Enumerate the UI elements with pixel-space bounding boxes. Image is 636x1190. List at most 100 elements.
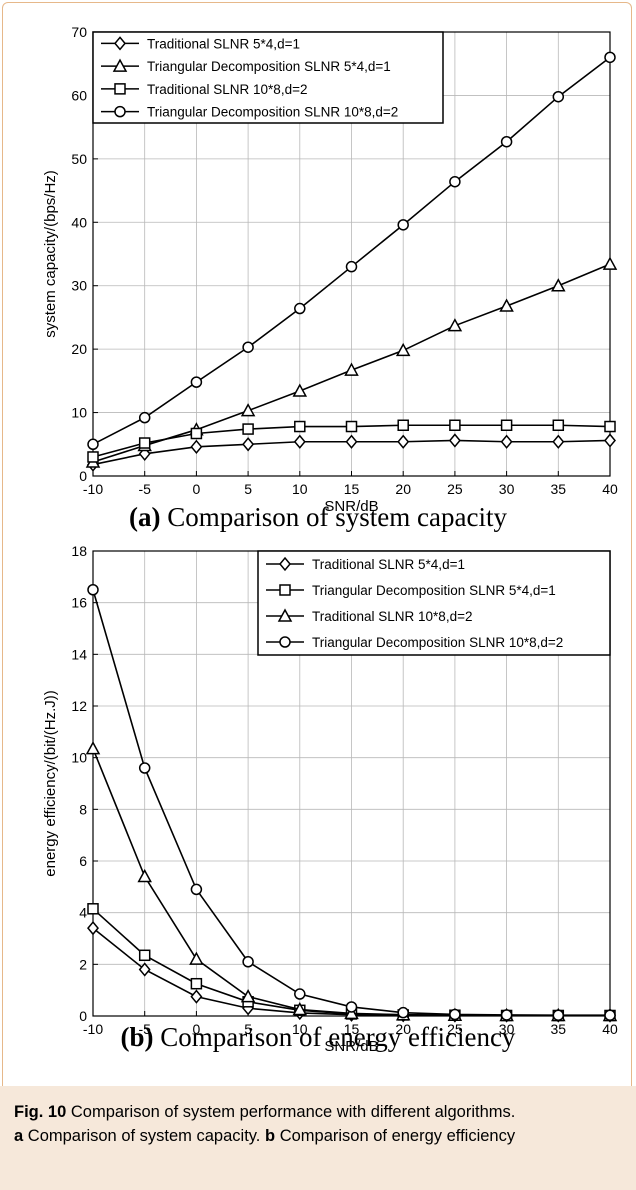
legend-marker: [114, 105, 126, 118]
x-ticks: -10 -5 0 5 10 15 20 25 30 35 40: [83, 471, 618, 497]
subcaption-b-text: Comparison of energy efficiency: [160, 1022, 516, 1052]
x-axis-label: SNR/dB: [324, 498, 378, 515]
data-point: [240, 403, 256, 417]
data-point: [552, 434, 565, 449]
y-tick-label: 20: [71, 341, 87, 357]
y-ticks: 0 10 20 30 40 50 60 70: [71, 24, 98, 484]
x-tick-label: 20: [395, 1021, 411, 1037]
data-point: [87, 584, 99, 596]
y-tick-label: 2: [79, 956, 87, 972]
x-tick-label: 5: [244, 481, 252, 497]
data-point: [500, 434, 513, 449]
x-tick-label: 25: [447, 1021, 463, 1037]
data-point: [242, 423, 254, 435]
data-point: [500, 135, 513, 148]
x-tick-label: 40: [602, 481, 618, 497]
subcaption-b: (b) Comparison of energy efficiency: [0, 1022, 636, 1053]
data-point: [499, 298, 514, 312]
legend: Traditional SLNR 5*4,d=1 Triangular Decom…: [92, 31, 444, 124]
data-point: [500, 419, 513, 432]
data-point: [190, 883, 203, 896]
figure-caption-a-text: Comparison of system capacity.: [27, 1127, 261, 1145]
data-point: [604, 51, 616, 64]
y-tick-label: 30: [71, 278, 87, 294]
series-square: [87, 419, 616, 463]
data-point: [449, 1008, 461, 1021]
data-point: [190, 376, 203, 388]
system-capacity-chart: -10 -5 0 5 10 15 20 25 30 35 40 0 10 20 30 40 50 60 70 SNR/…: [42, 24, 618, 515]
data-point: [551, 278, 566, 292]
data-point: [604, 433, 616, 448]
x-tick-label: 10: [292, 481, 308, 497]
x-tick-label: 20: [395, 481, 411, 497]
data-point: [552, 1009, 565, 1021]
data-point: [602, 256, 618, 270]
data-point: [345, 420, 358, 433]
subcaption-a: (a) Comparison of system capacity: [0, 502, 636, 533]
data-point: [294, 420, 306, 433]
y-tick-label: 18: [71, 543, 87, 559]
data-point: [190, 977, 203, 990]
x-tick-label: 30: [499, 481, 515, 497]
data-point: [242, 341, 254, 353]
y-tick-label: 4: [79, 905, 87, 921]
x-tick-label: -5: [138, 1021, 151, 1037]
data-point: [242, 437, 255, 452]
legend-box: [92, 31, 444, 124]
data-point: [138, 762, 151, 774]
data-point: [397, 1006, 409, 1019]
y-tick-label: 6: [79, 853, 87, 869]
data-point: [189, 951, 204, 965]
y-tick-label: 14: [71, 646, 87, 662]
x-tick-label: 30: [499, 1021, 515, 1037]
data-point: [190, 989, 203, 1004]
legend-entry: Traditional SLNR 10*8,d=2: [147, 82, 307, 97]
y-tick-label: 12: [71, 698, 87, 714]
figure-caption-b-text: Comparison of energy efficiency: [279, 1127, 516, 1145]
data-point: [294, 988, 306, 1000]
x-axis-label: SNR/dB: [324, 1038, 378, 1055]
data-point: [138, 437, 151, 449]
y-tick-label: 0: [79, 1008, 87, 1024]
x-tick-label: -10: [83, 1021, 103, 1037]
y-tick-label: 0: [79, 468, 87, 484]
y-tick-label: 50: [71, 151, 87, 167]
legend-marker: [279, 636, 291, 648]
y-ticks: 0 2 4 6 8 10 12 14 16 18: [71, 543, 98, 1024]
data-point: [292, 1001, 308, 1016]
data-point: [552, 90, 565, 103]
series-circle: [87, 51, 616, 451]
data-point: [138, 949, 151, 962]
y-tick-label: 40: [71, 214, 87, 230]
y-axis-label: system capacity/(bps/Hz): [42, 170, 59, 338]
y-tick-label: 60: [71, 87, 87, 103]
x-tick-label: -10: [83, 481, 103, 497]
data-point: [449, 175, 461, 188]
series-circle: [87, 584, 616, 1021]
data-point: [137, 868, 152, 883]
y-tick-label: 16: [71, 595, 87, 611]
x-tick-label: 15: [344, 1021, 360, 1037]
data-point: [85, 741, 101, 755]
legend-entry: Triangular Decomposition SLNR 5*4,d=1: [312, 583, 556, 598]
energy-efficiency-chart: -10 -5 0 5 10 15 20 25 30 35 40 0 2 4 6 8 10 12 14 16 18 SNR/…: [42, 543, 618, 1055]
legend-marker: [279, 584, 291, 596]
x-tick-label: 35: [551, 1021, 567, 1037]
legend: Traditional SLNR 5*4,d=1 Triangular Decom…: [257, 550, 611, 656]
data-point: [293, 434, 306, 449]
legend-entry: Traditional SLNR 5*4,d=1: [147, 36, 300, 51]
subcaption-a-text: Comparison of system capacity: [167, 502, 507, 532]
y-tick-label: 8: [79, 801, 87, 817]
figure-caption: Fig. 10 Comparison of system performance…: [0, 1086, 636, 1190]
legend-marker: [279, 556, 291, 572]
data-point: [292, 383, 308, 397]
legend-marker: [277, 608, 293, 622]
data-point: [500, 1009, 513, 1021]
data-point: [87, 438, 99, 451]
figure-caption-a-tag: a: [14, 1127, 24, 1145]
data-point: [397, 434, 410, 449]
legend-marker: [114, 83, 126, 95]
data-point: [294, 302, 306, 315]
subcaption-b-tag: (b): [120, 1022, 154, 1052]
figure-caption-text: Comparison of system performance with di…: [70, 1103, 516, 1121]
